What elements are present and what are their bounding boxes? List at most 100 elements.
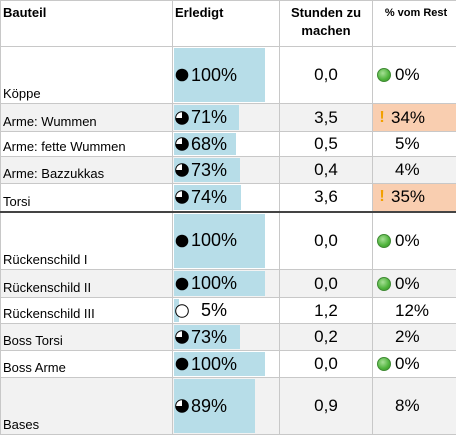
cell-erledigt[interactable]: 73% [173,324,280,351]
table-row: Rückenschild I 100% 0,0 0% [1,212,456,270]
cell-erledigt[interactable]: 100% [173,351,280,378]
bauteil-label: Boss Arme [3,360,66,375]
cell-erledigt[interactable]: 73% [173,157,280,184]
cell-bauteil[interactable]: Rückenschild III [1,298,173,324]
bauteil-label: Arme: Bazzukkas [3,166,104,181]
bauteil-label: Rückenschild II [3,280,91,295]
stunden-value: 1,2 [314,301,338,320]
bauteil-label: Rückenschild I [3,252,88,267]
header-stunden[interactable]: Stunden zu machen [280,1,373,47]
erledigt-value: 5% [201,300,227,321]
cell-bauteil[interactable]: Arme: Bazzukkas [1,157,173,184]
stunden-value: 0,0 [314,231,338,250]
cell-erledigt[interactable]: 100% [173,212,280,270]
erledigt-value: 68% [191,134,227,155]
stunden-value: 3,6 [314,187,338,206]
rest-value: 5% [395,134,420,154]
cell-stunden[interactable]: 0,4 [280,157,373,184]
cell-stunden[interactable]: 0,0 [280,212,373,270]
green-circle-icon [377,277,391,291]
erledigt-value: 74% [191,187,227,208]
harvey-ball-icon [175,357,189,371]
table-row: Rückenschild III 5% 1,2 12% [1,298,456,324]
cell-stunden[interactable]: 3,6 [280,184,373,212]
cell-bauteil[interactable]: Boss Arme [1,351,173,378]
cell-rest[interactable]: !34% [373,104,456,132]
cell-rest[interactable]: 2% [373,324,456,351]
green-circle-icon [377,357,391,371]
harvey-ball-icon [175,190,189,204]
header-stunden-label: Stunden zu machen [280,1,372,43]
cell-bauteil[interactable]: Bases [1,378,173,435]
stunden-value: 0,4 [314,160,338,179]
bauteil-label: Köppe [3,86,41,101]
cell-erledigt[interactable]: 74% [173,184,280,212]
cell-rest[interactable]: 0% [373,212,456,270]
header-bauteil-label: Bauteil [1,1,172,24]
rest-value: 34% [391,108,425,128]
rest-value: 35% [391,187,425,207]
table-row: Köppe 100% 0,0 0% [1,47,456,104]
header-erledigt[interactable]: Erledigt [173,1,280,47]
cell-stunden[interactable]: 1,2 [280,298,373,324]
bauteil-label: Arme: Wummen [3,114,97,129]
bauteil-label: Arme: fette Wummen [3,139,126,154]
cell-erledigt[interactable]: 100% [173,47,280,104]
cell-rest[interactable]: 4% [373,157,456,184]
cell-bauteil[interactable]: Boss Torsi [1,324,173,351]
erledigt-value: 100% [191,273,237,294]
cell-bauteil[interactable]: Rückenschild I [1,212,173,270]
cell-stunden[interactable]: 0,0 [280,270,373,298]
cell-rest[interactable]: 0% [373,351,456,378]
stunden-value: 0,0 [314,65,338,84]
table-row: Rückenschild II 100% 0,0 0% [1,270,456,298]
cell-rest[interactable]: 5% [373,132,456,157]
cell-erledigt[interactable]: 71% [173,104,280,132]
cell-bauteil[interactable]: Arme: fette Wummen [1,132,173,157]
rest-value: 0% [395,65,420,85]
cell-stunden[interactable]: 0,2 [280,324,373,351]
cell-bauteil[interactable]: Arme: Wummen [1,104,173,132]
cell-stunden[interactable]: 0,5 [280,132,373,157]
cell-rest[interactable]: !35% [373,184,456,212]
header-rest[interactable]: % vom Rest [373,1,456,47]
cell-rest[interactable]: 12% [373,298,456,324]
rest-value: 0% [395,354,420,374]
green-circle-icon [377,234,391,248]
cell-stunden[interactable]: 0,9 [280,378,373,435]
bauteil-label: Torsi [3,194,30,209]
harvey-ball-icon [175,277,189,291]
cell-bauteil[interactable]: Torsi [1,184,173,212]
erledigt-value: 100% [191,65,237,86]
cell-rest[interactable]: 0% [373,47,456,104]
bauteil-label: Bases [3,417,39,432]
cell-erledigt[interactable]: 100% [173,270,280,298]
stunden-value: 0,0 [314,354,338,373]
table-row: Arme: fette Wummen 68% 0,5 5% [1,132,456,157]
header-row: Bauteil Erledigt Stunden zu machen % vom… [1,1,456,47]
cell-rest[interactable]: 8% [373,378,456,435]
table-row: Torsi 74% 3,6 !35% [1,184,456,212]
cell-bauteil[interactable]: Köppe [1,47,173,104]
cell-stunden[interactable]: 0,0 [280,47,373,104]
cell-bauteil[interactable]: Rückenschild II [1,270,173,298]
header-bauteil[interactable]: Bauteil [1,1,173,47]
cell-erledigt[interactable]: 68% [173,132,280,157]
cell-erledigt[interactable]: 5% [173,298,280,324]
bauteil-label: Rückenschild III [3,306,95,321]
cell-rest[interactable]: 0% [373,270,456,298]
stunden-value: 0,2 [314,327,338,346]
cell-erledigt[interactable]: 89% [173,378,280,435]
cell-stunden[interactable]: 0,0 [280,351,373,378]
cell-stunden[interactable]: 3,5 [280,104,373,132]
rest-value: 4% [395,160,420,180]
rest-value: 0% [395,274,420,294]
harvey-ball-icon [175,137,189,151]
harvey-ball-icon [175,111,189,125]
rest-value: 12% [395,301,429,321]
erledigt-value: 100% [191,354,237,375]
exclamation-icon: ! [377,109,387,127]
harvey-ball-icon [175,304,189,318]
